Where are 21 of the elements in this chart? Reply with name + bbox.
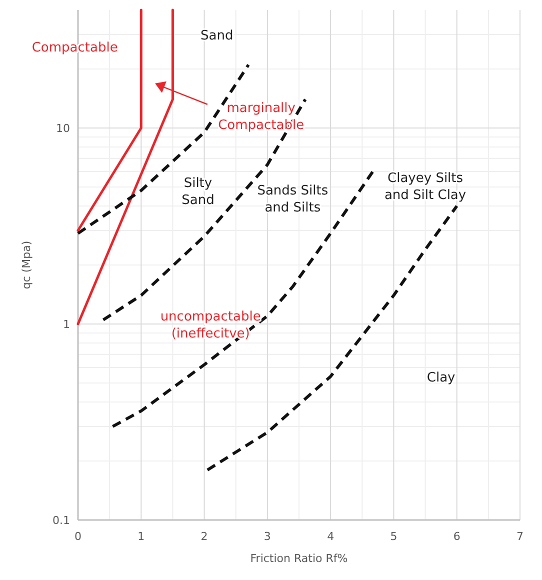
x-tick-label: 4	[327, 530, 334, 543]
annotation: Clay	[426, 370, 456, 386]
annotation: uncompactable (ineffecitve)	[160, 310, 261, 342]
x-tick-label: 0	[74, 530, 82, 543]
x-axis-title: Friction Ratio Rf%	[250, 552, 348, 565]
annotation: Sands Silts and Silts	[257, 183, 328, 216]
x-tick-label: 3	[264, 530, 271, 543]
x-tick-label: 5	[390, 530, 398, 543]
y-tick-label: 10	[56, 122, 70, 136]
annotation: marginally Compactable	[218, 100, 304, 133]
y-axis-title: qc (Mpa)	[20, 240, 33, 290]
annotation: Sand	[200, 28, 234, 44]
y-tick-label: 0.1	[52, 514, 70, 527]
x-tick-label: 1	[138, 530, 145, 543]
y-tick-label: 1	[63, 318, 70, 331]
annotation: Silty Sand	[182, 176, 214, 208]
annotation: Clayey Silts and Silt Clay	[384, 170, 466, 203]
annotation: Compactable	[32, 40, 118, 56]
x-tick-label: 2	[200, 530, 208, 543]
x-tick-label: 7	[516, 530, 524, 543]
x-tick-label: 6	[453, 530, 460, 543]
